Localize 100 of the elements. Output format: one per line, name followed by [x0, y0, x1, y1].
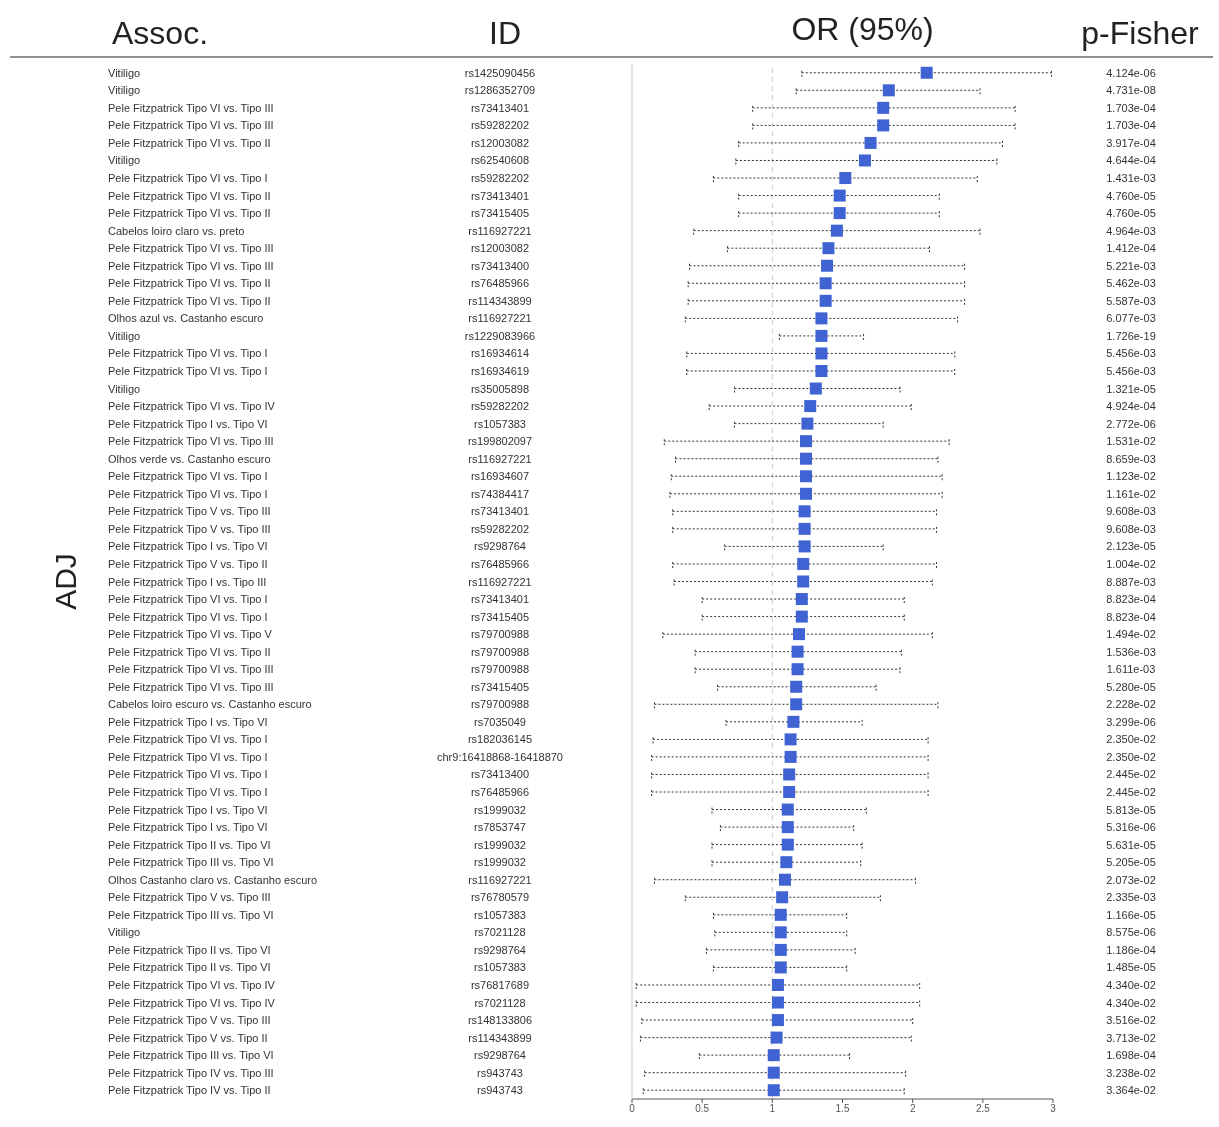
y2-tick-label: rs116927221 [468, 873, 532, 886]
text: 1.536e-03 [1106, 645, 1156, 658]
category-label: Pele Fitzpatrick Tipo VI vs. Tipo I [108, 487, 268, 500]
category-label: Pele Fitzpatrick Tipo VI vs. Tipo I [108, 750, 268, 763]
category-label: Pele Fitzpatrick Tipo I vs. Tipo III [108, 575, 267, 588]
y2-tick-label: rs12003082 [470, 136, 530, 149]
point [783, 786, 796, 799]
point [776, 891, 789, 904]
point [778, 873, 791, 886]
point [864, 136, 877, 149]
point [781, 838, 794, 851]
point [790, 698, 803, 711]
category-label: Pele Fitzpatrick Tipo VI vs. Tipo II [108, 645, 271, 658]
category-label: Pele Fitzpatrick Tipo VI vs. Tipo II [108, 189, 271, 202]
text: 2.350e-02 [1106, 750, 1156, 763]
text: 8.659e-03 [1106, 452, 1156, 465]
y2-tick-label: rs35005898 [470, 382, 530, 395]
point [767, 1049, 780, 1062]
text: 5.456e-03 [1106, 364, 1156, 377]
category-label: Pele Fitzpatrick Tipo II vs. Tipo VI [108, 961, 271, 974]
y2-tick-label: rs1229083966 [464, 329, 536, 342]
category-label: Cabelos loiro claro vs. preto [108, 224, 245, 237]
text: 1.703e-04 [1106, 101, 1156, 114]
category-label: Pele Fitzpatrick Tipo VI vs. Tipo III [108, 242, 274, 255]
point [797, 575, 810, 588]
point [839, 172, 852, 185]
y2-tick-label: rs76485966 [470, 786, 530, 799]
y2-tick-label: rs7853747 [474, 821, 526, 834]
text: 3.516e-02 [1106, 1014, 1156, 1027]
text: 1.698e-04 [1106, 1049, 1156, 1062]
point [833, 189, 846, 202]
point [787, 715, 800, 728]
point [858, 154, 871, 167]
point [819, 294, 832, 307]
text: 5.813e-05 [1106, 803, 1156, 816]
text: 1.161e-02 [1106, 487, 1156, 500]
y2-tick-label: rs116927221 [468, 312, 532, 325]
category-label: Pele Fitzpatrick Tipo I vs. Tipo VI [108, 540, 268, 553]
y2-tick-label: rs9298764 [474, 540, 526, 553]
category-label: Pele Fitzpatrick Tipo II vs. Tipo VI [108, 838, 271, 851]
y2-tick-label: rs1057383 [474, 908, 526, 921]
text: 5.316e-06 [1106, 821, 1156, 834]
text: 4.731e-08 [1106, 84, 1156, 97]
category-label: Pele Fitzpatrick Tipo V vs. Tipo III [108, 505, 271, 518]
point [780, 856, 793, 869]
text: p-Fisher [1081, 15, 1200, 51]
category-label: Pele Fitzpatrick Tipo V vs. Tipo II [108, 1031, 268, 1044]
text: 4.760e-05 [1106, 189, 1156, 202]
category-label: Pele Fitzpatrick Tipo VI vs. Tipo I [108, 347, 268, 360]
y2-tick-label: rs73415405 [470, 610, 530, 623]
point [771, 996, 784, 1009]
point [767, 1066, 780, 1079]
point [815, 347, 828, 360]
category-label: Pele Fitzpatrick Tipo I vs. Tipo VI [108, 417, 268, 430]
text: 5.456e-03 [1106, 347, 1156, 360]
text: 5.280e-05 [1106, 680, 1156, 693]
point [795, 610, 808, 623]
y2-tick-label: rs12003082 [470, 242, 530, 255]
point [800, 435, 813, 448]
x-tick-label: 1 [769, 1103, 776, 1115]
category-label: Pele Fitzpatrick Tipo V vs. Tipo III [108, 522, 271, 535]
text: 2.772e-06 [1106, 417, 1156, 430]
category-label: Pele Fitzpatrick Tipo VI vs. Tipo I [108, 610, 268, 623]
category-label: Pele Fitzpatrick Tipo VI vs. Tipo III [108, 119, 274, 132]
text: 4.924e-04 [1106, 400, 1156, 413]
y2-tick-label: rs116927221 [468, 224, 532, 237]
x-tick-label: 3 [1050, 1103, 1057, 1115]
category-label: Pele Fitzpatrick Tipo VI vs. Tipo II [108, 294, 271, 307]
point [833, 207, 846, 220]
category-label: Vitiligo [108, 66, 141, 79]
text: 8.887e-03 [1106, 575, 1156, 588]
y2-tick-label: rs16934614 [470, 347, 530, 360]
x-axis-title: OR (95%) [791, 11, 934, 47]
category-label: Pele Fitzpatrick Tipo VI vs. Tipo I [108, 593, 268, 606]
y2-tick-label: rs9298764 [474, 943, 526, 956]
text: 5.462e-03 [1106, 277, 1156, 290]
y2-tick-label: rs7035049 [474, 715, 526, 728]
text: 1.726e-19 [1106, 329, 1156, 342]
text: 2.445e-02 [1106, 768, 1156, 781]
y2-tick-label: rs1286352709 [464, 84, 536, 97]
category-label: Pele Fitzpatrick Tipo V vs. Tipo II [108, 557, 268, 570]
text: 8.823e-04 [1106, 593, 1156, 606]
category-label: Pele Fitzpatrick Tipo III vs. Tipo VI [108, 1049, 274, 1062]
point [781, 803, 794, 816]
text: 4.644e-04 [1106, 154, 1156, 167]
text: 3.364e-02 [1106, 1084, 1156, 1097]
category-label: Pele Fitzpatrick Tipo VI vs. Tipo III [108, 680, 274, 693]
y2-tick-label: rs74384417 [470, 487, 530, 500]
category-label: Pele Fitzpatrick Tipo IV vs. Tipo III [108, 1066, 274, 1079]
point [815, 364, 828, 377]
y2-tick-label: rs116927221 [468, 575, 532, 588]
category-label: Pele Fitzpatrick Tipo I vs. Tipo VI [108, 715, 268, 728]
category-label: Vitiligo [108, 329, 141, 342]
text: 4.340e-02 [1106, 978, 1156, 991]
y2-tick-label: rs76485966 [470, 557, 530, 570]
y2-tick-label: rs1057383 [474, 417, 526, 430]
y2-tick-label: rs73415405 [470, 680, 530, 693]
y2-tick-label: rs943743 [477, 1066, 523, 1079]
category-label: Pele Fitzpatrick Tipo VI vs. Tipo V [108, 628, 272, 641]
category-label: Pele Fitzpatrick Tipo VI vs. Tipo I [108, 733, 268, 746]
